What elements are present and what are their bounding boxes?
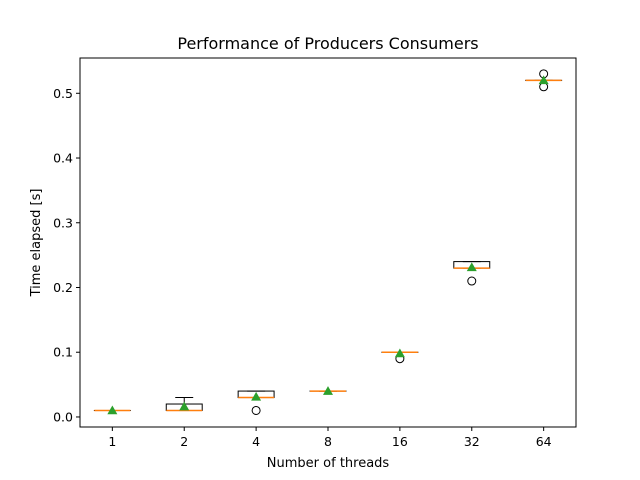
box-1 xyxy=(93,405,131,415)
outlier-point xyxy=(251,405,261,415)
box-2 xyxy=(165,397,203,412)
box-32 xyxy=(453,261,491,286)
mean-marker xyxy=(394,348,405,358)
x-tick-label: 8 xyxy=(324,434,332,449)
x-axis: 1 2 4 8 16 32 64 xyxy=(108,427,552,449)
y-axis-label: Time elapsed [s] xyxy=(29,189,44,298)
y-tick-label: 0.4 xyxy=(53,151,73,166)
mean-marker xyxy=(179,401,190,411)
box-64 xyxy=(525,69,563,92)
plot-area xyxy=(93,69,563,415)
y-tick-label: 0.0 xyxy=(53,409,73,424)
y-tick-label: 0.2 xyxy=(53,280,73,295)
outlier-point xyxy=(467,276,477,286)
mean-marker xyxy=(466,262,477,272)
mean-marker xyxy=(107,405,118,415)
mean-marker xyxy=(323,386,333,395)
box-8 xyxy=(309,386,347,395)
x-axis-label: Number of threads xyxy=(267,456,390,471)
x-tick-label: 64 xyxy=(536,434,552,449)
chart-title: Performance of Producers Consumers xyxy=(177,34,478,53)
x-tick-label: 4 xyxy=(252,434,260,449)
x-tick-label: 32 xyxy=(464,434,480,449)
box-4 xyxy=(237,390,275,415)
mean-marker xyxy=(251,391,262,401)
y-axis: 0.0 0.1 0.2 0.3 0.4 0.5 xyxy=(53,86,80,424)
x-tick-label: 16 xyxy=(392,434,408,449)
y-tick-label: 0.3 xyxy=(53,215,73,230)
y-tick-label: 0.5 xyxy=(53,86,73,101)
y-tick-label: 0.1 xyxy=(53,345,73,360)
x-tick-label: 2 xyxy=(180,434,188,449)
plot-frame xyxy=(79,57,577,428)
box-16 xyxy=(381,348,419,364)
x-tick-label: 1 xyxy=(108,434,116,449)
mean-marker xyxy=(538,75,549,85)
